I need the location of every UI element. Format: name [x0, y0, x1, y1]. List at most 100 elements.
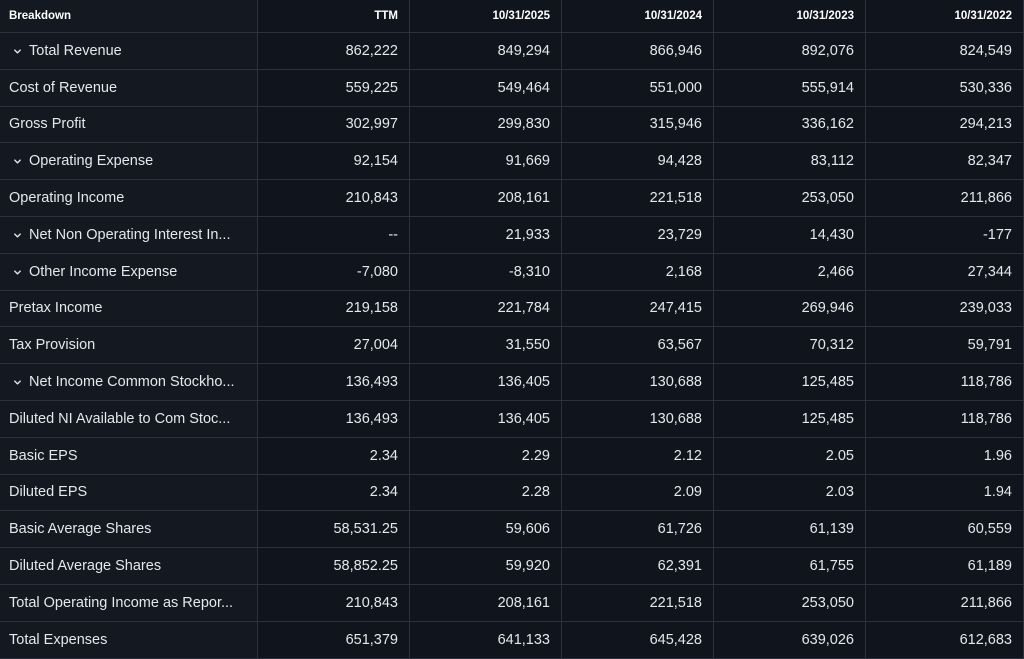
- table-row[interactable]: Total Revenue 862,222 849,294 866,946 892,07…: [0, 33, 1024, 70]
- row-label-cell[interactable]: Net Non Operating Interest In...: [0, 216, 258, 253]
- row-label: Operating Expense: [29, 153, 154, 170]
- value-cell: 136,405: [410, 364, 562, 400]
- value-cell: 58,531.25: [258, 511, 410, 548]
- row-label-cell: Diluted NI Available to Com Stoc...: [0, 400, 258, 437]
- column-header-breakdown[interactable]: Breakdown: [0, 0, 258, 32]
- value-cell: 91,669: [410, 143, 562, 180]
- row-label-cell: Pretax Income: [0, 290, 258, 327]
- value-cell: 70,312: [714, 327, 866, 364]
- table-row: Diluted Average Shares 58,852.25 59,920 62,…: [0, 548, 1024, 585]
- value-cell: 530,336: [866, 69, 1024, 106]
- value-cell: 866,946: [562, 33, 714, 69]
- table-row: Total Expenses 651,379 641,133 645,428 639,0…: [0, 621, 1024, 659]
- value-cell: 294,213: [866, 106, 1024, 143]
- value-cell: 61,755: [714, 548, 866, 584]
- value-cell: 253,050: [714, 180, 866, 216]
- value-cell: 1.94: [866, 474, 1024, 511]
- value-cell: -177: [866, 216, 1024, 253]
- value-cell: 551,000: [562, 69, 714, 106]
- row-label-cell: Cost of Revenue: [0, 69, 258, 106]
- value-cell: --: [258, 216, 410, 253]
- value-cell: 2,168: [562, 253, 714, 290]
- table-row: Pretax Income 219,158 221,784 247,415 269,94…: [0, 290, 1024, 328]
- row-label-cell: Total Expenses: [0, 621, 258, 658]
- value-cell: 221,784: [410, 290, 562, 327]
- column-header-ttm[interactable]: TTM: [258, 0, 410, 32]
- column-header-period-1[interactable]: 10/31/2025: [410, 0, 562, 32]
- value-cell: 315,946: [562, 106, 714, 143]
- value-cell: 31,550: [410, 327, 562, 364]
- value-cell: 651,379: [258, 621, 410, 658]
- chevron-down-icon[interactable]: [13, 47, 21, 55]
- table-row: Basic EPS 2.34 2.29 2.12 2.05 1.96: [0, 437, 1024, 475]
- row-label: Total Operating Income as Repor...: [9, 594, 234, 611]
- value-cell: 125,485: [714, 364, 866, 400]
- table-row: Basic Average Shares 58,531.25 59,606 61,72…: [0, 511, 1024, 549]
- row-label-cell[interactable]: Other Income Expense: [0, 253, 258, 290]
- value-cell: 58,852.25: [258, 548, 410, 584]
- value-cell: 82,347: [866, 143, 1024, 180]
- value-cell: 849,294: [410, 33, 562, 69]
- column-header-period-3[interactable]: 10/31/2023: [714, 0, 866, 32]
- row-label: Tax Provision: [9, 337, 96, 354]
- value-cell: 221,518: [562, 584, 714, 621]
- value-cell: 862,222: [258, 33, 410, 69]
- row-label-cell: Diluted Average Shares: [0, 548, 258, 584]
- row-label-cell[interactable]: Total Revenue: [0, 33, 258, 69]
- value-cell: 2.05: [714, 437, 866, 474]
- row-label: Diluted Average Shares: [9, 558, 162, 575]
- value-cell: 555,914: [714, 69, 866, 106]
- chevron-down-icon[interactable]: [13, 378, 21, 386]
- row-label: Basic EPS: [9, 447, 78, 464]
- value-cell: 61,189: [866, 548, 1024, 584]
- chevron-down-icon[interactable]: [13, 231, 21, 239]
- table-row[interactable]: Net Income Common Stockho... 136,493 136,4…: [0, 364, 1024, 401]
- value-cell: 94,428: [562, 143, 714, 180]
- table-row[interactable]: Operating Expense 92,154 91,669 94,428 83,11…: [0, 143, 1024, 181]
- value-cell: 130,688: [562, 400, 714, 437]
- value-cell: 612,683: [866, 621, 1024, 658]
- row-label: Gross Profit: [9, 116, 86, 133]
- table-row[interactable]: Other Income Expense -7,080 -8,310 2,168 2,4…: [0, 253, 1024, 291]
- row-label-cell: Operating Income: [0, 180, 258, 216]
- table-row: Cost of Revenue 559,225 549,464 551,000 555,…: [0, 69, 1024, 107]
- value-cell: 23,729: [562, 216, 714, 253]
- value-cell: 239,033: [866, 290, 1024, 327]
- value-cell: 61,726: [562, 511, 714, 548]
- value-cell: 253,050: [714, 584, 866, 621]
- value-cell: 892,076: [714, 33, 866, 69]
- row-label-cell[interactable]: Operating Expense: [0, 143, 258, 180]
- value-cell: 208,161: [410, 180, 562, 216]
- table-row[interactable]: Net Non Operating Interest In... -- 21,933…: [0, 216, 1024, 254]
- row-label-cell: Total Operating Income as Repor...: [0, 584, 258, 621]
- column-header-period-4[interactable]: 10/31/2022: [866, 0, 1024, 32]
- row-label: Basic Average Shares: [9, 521, 152, 538]
- row-label-cell[interactable]: Net Income Common Stockho...: [0, 364, 258, 400]
- value-cell: 639,026: [714, 621, 866, 658]
- value-cell: 1.96: [866, 437, 1024, 474]
- value-cell: 2.34: [258, 437, 410, 474]
- row-label: Total Expenses: [9, 631, 108, 648]
- table-header-row: Breakdown TTM 10/31/2025 10/31/2024 10/3…: [0, 0, 1024, 33]
- value-cell: 247,415: [562, 290, 714, 327]
- value-cell: 208,161: [410, 584, 562, 621]
- table-row: Total Operating Income as Repor... 210,84…: [0, 584, 1024, 622]
- column-header-period-2[interactable]: 10/31/2024: [562, 0, 714, 32]
- value-cell: 2.29: [410, 437, 562, 474]
- value-cell: 2.03: [714, 474, 866, 511]
- value-cell: -7,080: [258, 253, 410, 290]
- value-cell: 2.09: [562, 474, 714, 511]
- value-cell: 210,843: [258, 584, 410, 621]
- chevron-down-icon[interactable]: [13, 268, 21, 276]
- row-label: Operating Income: [9, 190, 125, 207]
- value-cell: 14,430: [714, 216, 866, 253]
- row-label-cell: Basic Average Shares: [0, 511, 258, 548]
- row-label-cell: Tax Provision: [0, 327, 258, 364]
- row-label: Net Non Operating Interest In...: [29, 226, 231, 243]
- row-label: Net Income Common Stockho...: [29, 374, 235, 391]
- value-cell: 302,997: [258, 106, 410, 143]
- row-label-cell: Diluted EPS: [0, 474, 258, 511]
- chevron-down-icon[interactable]: [13, 157, 21, 165]
- value-cell: 21,933: [410, 216, 562, 253]
- value-cell: 27,004: [258, 327, 410, 364]
